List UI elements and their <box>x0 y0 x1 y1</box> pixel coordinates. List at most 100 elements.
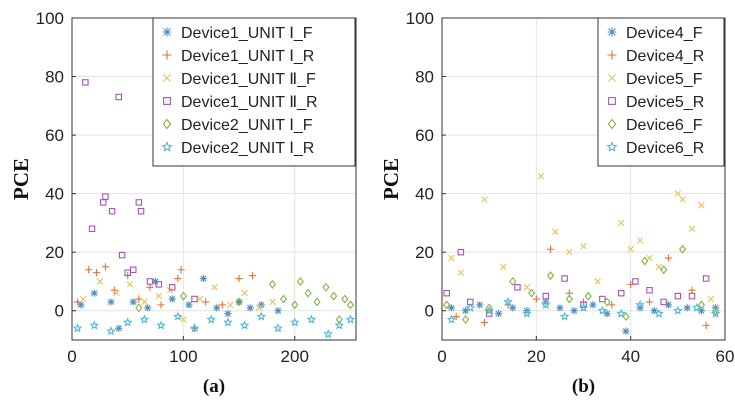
data-point <box>603 297 611 307</box>
y-tick-label: 60 <box>45 126 64 145</box>
data-point <box>617 219 625 227</box>
data-point <box>306 314 317 324</box>
data-point <box>710 308 721 318</box>
data-point <box>443 300 451 310</box>
series-3 <box>79 278 276 323</box>
data-point <box>446 314 457 324</box>
data-point <box>599 295 606 303</box>
data-point <box>129 298 137 306</box>
data-point <box>246 304 254 312</box>
data-point <box>688 286 696 294</box>
panel-label: (a) <box>203 376 225 397</box>
data-point <box>448 254 455 262</box>
legend-marker <box>608 74 616 82</box>
y-tick-label: 100 <box>406 9 434 28</box>
legend-box <box>152 17 356 167</box>
data-point <box>495 310 503 318</box>
legend-entry-label: Device1_UNIT Ⅱ_R <box>181 94 318 111</box>
data-point <box>476 301 484 309</box>
data-point <box>82 79 89 86</box>
y-axis-label: PCE <box>379 158 403 200</box>
data-point <box>578 302 589 312</box>
data-point <box>202 298 210 306</box>
panel-label: (b) <box>572 376 595 397</box>
data-point <box>697 300 706 310</box>
data-point <box>346 300 355 310</box>
data-point <box>180 316 187 323</box>
data-point <box>561 275 568 282</box>
data-point <box>334 320 345 330</box>
x-tick-label: 40 <box>621 347 640 366</box>
data-point <box>296 276 304 286</box>
data-point <box>173 311 183 321</box>
data-point <box>540 299 551 309</box>
data-point <box>452 312 460 321</box>
data-point <box>79 295 87 303</box>
series-3 <box>448 172 715 303</box>
data-point <box>168 295 176 303</box>
legend: Device1_UNIT Ⅰ_F Device1_UNIT Ⅰ_R Device1_… <box>152 17 356 167</box>
legend-entry-label: Device1_UNIT Ⅰ_F <box>181 25 313 42</box>
data-point <box>461 307 470 315</box>
data-point <box>92 269 101 277</box>
data-point <box>269 298 276 306</box>
data-point <box>484 305 494 315</box>
data-point <box>608 301 616 309</box>
data-point <box>179 291 187 301</box>
data-point <box>580 301 587 309</box>
data-point <box>702 275 710 282</box>
x-tick-label: 20 <box>527 347 546 366</box>
data-point <box>636 237 644 244</box>
data-point <box>660 298 667 306</box>
data-point <box>189 323 200 333</box>
data-point <box>96 278 104 285</box>
data-point <box>480 318 489 327</box>
data-point <box>146 278 154 285</box>
data-point <box>622 312 630 322</box>
x-tick-label: 0 <box>437 347 446 366</box>
data-point <box>688 292 696 300</box>
data-point <box>654 308 664 318</box>
legend-entry-label: Device2_UNIT Ⅰ_F <box>181 117 313 134</box>
data-point <box>664 254 672 262</box>
data-point <box>632 278 639 285</box>
data-point <box>85 266 93 274</box>
data-point <box>679 196 686 203</box>
data-point <box>168 284 176 291</box>
data-point <box>523 284 531 291</box>
data-point <box>660 265 668 275</box>
data-point <box>603 310 611 318</box>
data-point <box>617 289 625 297</box>
data-point <box>235 274 243 283</box>
data-point <box>108 207 116 215</box>
legend-entry-label: Device4_F <box>626 25 703 42</box>
legend-marker <box>163 74 171 82</box>
data-point <box>570 307 578 315</box>
data-point <box>650 307 658 315</box>
data-point <box>646 286 653 294</box>
data-point <box>341 294 349 304</box>
data-point <box>137 207 145 215</box>
data-point <box>155 292 163 300</box>
x-tick-label: 100 <box>169 347 197 366</box>
data-point <box>551 228 559 235</box>
data-point <box>241 289 248 297</box>
series-5 <box>443 244 720 324</box>
data-point <box>646 254 653 262</box>
data-point <box>465 302 476 312</box>
data-point <box>157 301 165 309</box>
series-1 <box>77 274 282 332</box>
data-point <box>691 302 702 312</box>
data-point <box>213 304 221 312</box>
data-point <box>135 303 143 313</box>
data-point <box>115 324 123 332</box>
data-point <box>522 308 532 318</box>
y-tick-label: 100 <box>36 9 64 28</box>
legend-marker <box>161 141 173 152</box>
data-point <box>268 279 277 289</box>
data-point <box>122 317 133 327</box>
data-point <box>443 289 450 297</box>
series-4 <box>82 79 198 303</box>
x-tick-label: 200 <box>281 347 309 366</box>
